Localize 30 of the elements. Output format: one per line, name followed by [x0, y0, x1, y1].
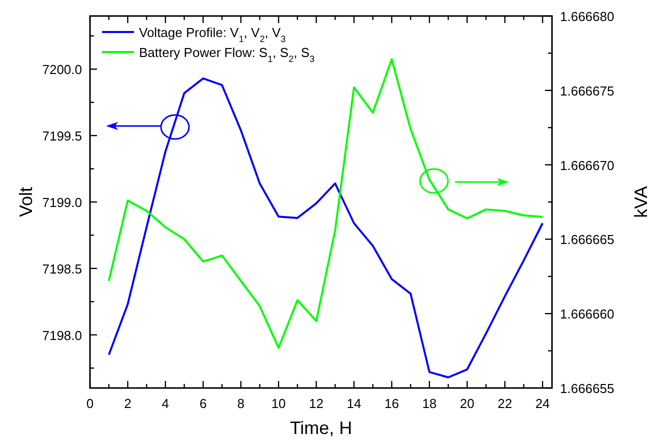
x-tick-label: 20 — [460, 396, 474, 411]
legend-label: Battery Power Flow: S$_{1}$, S$_{2}$, S$_{3}$ — [139, 45, 315, 64]
y-tick-label: 7200.0 — [42, 62, 82, 78]
x-tick-label: 16 — [384, 396, 399, 411]
x-tick-label: 2 — [124, 396, 132, 411]
y-tick-label: 7199.0 — [42, 195, 82, 210]
y2-tick-label: 1.666660 — [560, 306, 614, 322]
line-series — [108, 77, 544, 378]
y2-tick-label: 1.666665 — [560, 232, 614, 248]
y2-axis-title: kVA — [631, 186, 651, 218]
y-axis-title: Volt — [16, 186, 36, 218]
x-tick-label: 6 — [200, 396, 207, 411]
x-tick-label: 4 — [162, 396, 170, 411]
y-tick-label: 7199.5 — [42, 128, 82, 144]
x-tick-label: 12 — [309, 396, 324, 411]
x-axis-title: Time, H — [290, 418, 352, 438]
x-tick-label: 24 — [535, 396, 550, 411]
x-tick-label: 0 — [86, 396, 94, 411]
y2-tick-label: 1.666680 — [560, 9, 614, 24]
x-tick-label: 18 — [422, 396, 437, 411]
y-tick-label: 7198.5 — [42, 261, 82, 276]
x-tick-label: 14 — [346, 396, 362, 411]
legend-label: Voltage Profile: V$_{1}$, V$_{2}$, V$_{3}$ — [139, 25, 286, 44]
y2-tick-label: 1.666675 — [560, 83, 614, 98]
y2-tick-label: 1.666670 — [560, 158, 614, 173]
x-tick-label: 22 — [498, 396, 512, 411]
x-tick-label: 10 — [271, 396, 286, 411]
y-tick-label: 7198.0 — [42, 328, 82, 343]
y2-tick-label: 1.666655 — [560, 381, 614, 396]
x-tick-label: 8 — [237, 396, 244, 411]
